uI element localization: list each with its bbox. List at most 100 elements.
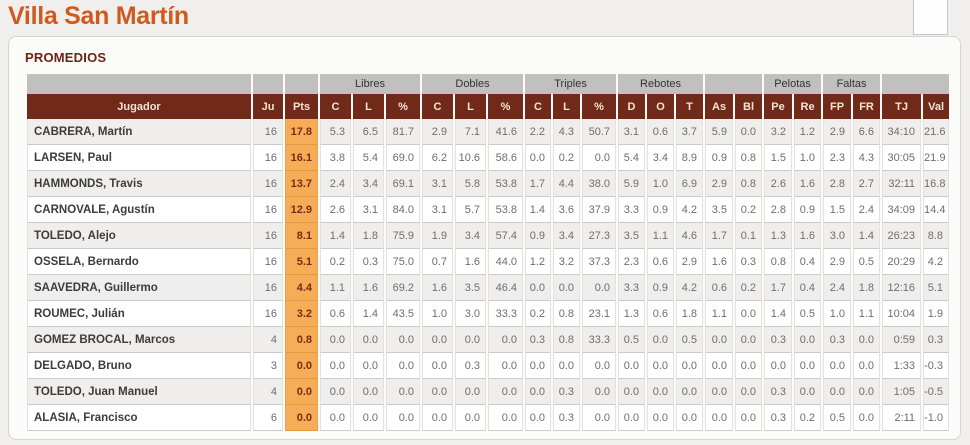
stat-cell: 5.7: [455, 197, 486, 223]
stat-cell: 1.5: [764, 145, 793, 171]
column-header-tj-21: TJ: [882, 94, 922, 119]
player-name: ROUMEC, Julián: [27, 301, 251, 327]
stat-cell: 0.4: [794, 275, 822, 301]
table-body: CABRERA, Martín 16 17.8 5.3 6.5 81.7 2.9 7.1 41.…: [27, 119, 950, 431]
player-name: GOMEZ BROCAL, Marcos: [27, 327, 251, 353]
stat-cell: 1.5: [823, 197, 852, 223]
stat-cell: 6.6: [853, 119, 881, 145]
column-header-t-14: T: [676, 94, 704, 119]
stat-cell: 1.2: [794, 119, 822, 145]
stat-cell: 5.8: [455, 171, 486, 197]
stat-cell: 3.7: [676, 119, 704, 145]
stat-cell: 0.8: [553, 301, 581, 327]
group-header-dobles: Dobles: [422, 74, 524, 94]
stat-cell: 5.9: [618, 171, 646, 197]
group-header-row: Libres Dobles Triples Rebotes Pelotas Faltas: [27, 74, 950, 94]
stat-cell: 1.3: [618, 301, 646, 327]
stat-cell: 3.0: [823, 223, 852, 249]
stat-cell: 6.9: [676, 171, 704, 197]
stat-cell: 3.5: [618, 223, 646, 249]
stat-cell: 1.8: [676, 301, 704, 327]
stat-cell: -1.0: [923, 405, 950, 431]
stat-cell: 0.3: [735, 249, 763, 275]
stat-cell: 1.8: [353, 223, 384, 249]
stat-cell: 0.9: [794, 197, 822, 223]
column-header-pct-11: %: [582, 94, 617, 119]
stat-cell: 0.0: [853, 327, 881, 353]
player-name: ALASIA, Francisco: [27, 405, 251, 431]
stat-cell: 0.0: [525, 275, 552, 301]
column-header-l-7: L: [455, 94, 486, 119]
stat-cell: 0.0: [647, 327, 675, 353]
stat-cell: 16: [253, 223, 283, 249]
stat-cell: 3.8: [320, 145, 351, 171]
stat-cell: 1.7: [525, 171, 552, 197]
table-row: CABRERA, Martín 16 17.8 5.3 6.5 81.7 2.9 7.1 41.…: [27, 119, 950, 145]
stat-cell: 16: [253, 171, 283, 197]
stat-cell: 0.0: [455, 327, 486, 353]
stat-cell: 0.0: [735, 379, 763, 405]
table-head: Libres Dobles Triples Rebotes Pelotas Faltas …: [27, 74, 950, 119]
stat-cell: 21.6: [923, 119, 950, 145]
stat-cell: 4.3: [853, 145, 881, 171]
stat-cell: 0.1: [735, 223, 763, 249]
stat-cell: 0.5: [618, 327, 646, 353]
group-header-pelotas: Pelotas: [764, 74, 822, 94]
stat-cell: 4.3: [553, 119, 581, 145]
stat-cell: 16.8: [923, 171, 950, 197]
stat-cell: 0.0: [735, 327, 763, 353]
stat-cell: 0.0: [582, 379, 617, 405]
stat-cell: 0.0: [794, 353, 822, 379]
table-row: ROUMEC, Julián 16 3.2 0.6 1.4 43.5 1.0 3.0 33.3 0…: [27, 301, 950, 327]
averages-table: Libres Dobles Triples Rebotes Pelotas Faltas …: [25, 74, 951, 431]
stat-cell: 0.3: [353, 249, 384, 275]
group-header-empty: [285, 74, 318, 94]
group-header-empty: [705, 74, 763, 94]
stat-cell: 2.8: [823, 171, 852, 197]
player-name: SAAVEDRA, Guillermo: [27, 275, 251, 301]
player-name: DELGADO, Bruno: [27, 353, 251, 379]
stat-cell: 1.1: [853, 301, 881, 327]
stat-cell: 57.4: [488, 223, 524, 249]
stat-cell: 4: [253, 379, 283, 405]
stat-cell: 0.0: [764, 353, 793, 379]
stat-cell: 0.3: [764, 327, 793, 353]
stat-cell: 0.3: [764, 379, 793, 405]
group-header-triples: Triples: [525, 74, 617, 94]
column-header-as-15: As: [705, 94, 734, 119]
stat-cell: 2.3: [823, 145, 852, 171]
stat-cell: 0.3: [455, 353, 486, 379]
stat-cell: 0.8: [553, 327, 581, 353]
stat-cell: 0.0: [353, 379, 384, 405]
column-header-val-22: Val: [923, 94, 950, 119]
stat-cell: 37.3: [582, 249, 617, 275]
stat-cell: 2.6: [764, 171, 793, 197]
stat-cell: 1:05: [882, 379, 922, 405]
stat-cell: 0.0: [618, 379, 646, 405]
stat-cell: -0.3: [923, 353, 950, 379]
stat-cell: 5.4: [618, 145, 646, 171]
stat-cell: 0.0: [647, 405, 675, 431]
stat-cell: 2.9: [705, 171, 734, 197]
column-header-d-12: D: [618, 94, 646, 119]
player-name: CABRERA, Martín: [27, 119, 251, 145]
stat-cell: 0.0: [705, 379, 734, 405]
table-row: OSSELA, Bernardo 16 5.1 0.2 0.3 75.0 0.7 1.6 44.…: [27, 249, 950, 275]
stat-cell: 0.0: [676, 405, 704, 431]
points-cell: 0.0: [285, 379, 318, 405]
stat-cell: 0.0: [488, 405, 524, 431]
stat-cell: 0.0: [455, 405, 486, 431]
stat-cell: 0.0: [488, 353, 524, 379]
corner-widget[interactable]: [913, 0, 948, 35]
stat-cell: 69.2: [386, 275, 420, 301]
stat-cell: 6.2: [422, 145, 453, 171]
stat-cell: 30:05: [882, 145, 922, 171]
stat-cell: 4.2: [923, 249, 950, 275]
stat-cell: 0.0: [320, 405, 351, 431]
stat-cell: 1.9: [923, 301, 950, 327]
stat-cell: 0.0: [525, 405, 552, 431]
stat-cell: 1.4: [353, 301, 384, 327]
stat-cell: 33.3: [582, 327, 617, 353]
table-row: ALASIA, Francisco 6 0.0 0.0 0.0 0.0 0.0 0.0 0.0 0…: [27, 405, 950, 431]
stat-cell: 0.0: [386, 353, 420, 379]
